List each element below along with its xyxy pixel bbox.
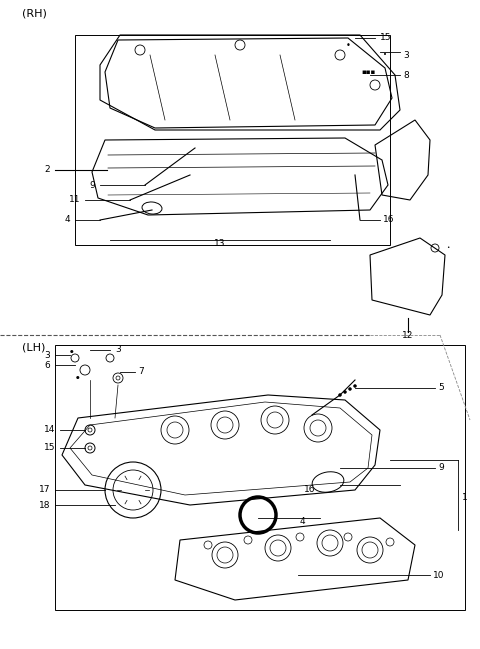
Text: 8: 8 [403, 71, 409, 79]
Text: •: • [446, 245, 450, 251]
Circle shape [353, 384, 357, 387]
Text: (RH): (RH) [22, 8, 47, 18]
Text: 14: 14 [44, 426, 55, 434]
Text: (LH): (LH) [22, 342, 46, 352]
Text: •: • [383, 52, 387, 58]
Text: 6: 6 [44, 360, 50, 369]
Text: ●: ● [70, 350, 74, 354]
Text: 4: 4 [300, 517, 305, 526]
Text: 13: 13 [214, 238, 226, 247]
Text: 17: 17 [38, 485, 50, 495]
Text: 12: 12 [402, 332, 414, 341]
Text: •: • [346, 42, 350, 51]
Text: 9: 9 [438, 463, 444, 472]
Text: 4: 4 [64, 215, 70, 225]
Text: 3: 3 [403, 51, 409, 60]
Text: 10: 10 [433, 570, 444, 580]
Text: ●: ● [76, 376, 80, 380]
Text: 11: 11 [69, 195, 80, 204]
Text: 5: 5 [438, 384, 444, 393]
Text: 15: 15 [380, 34, 392, 42]
Text: 9: 9 [89, 180, 95, 190]
Text: 16: 16 [383, 215, 395, 225]
Text: ▪▪▪: ▪▪▪ [361, 69, 375, 75]
Text: 16: 16 [303, 485, 315, 495]
Circle shape [338, 393, 341, 397]
Text: 3: 3 [44, 350, 50, 360]
Text: 3: 3 [115, 345, 121, 354]
Circle shape [348, 387, 351, 391]
Text: 1: 1 [462, 493, 468, 502]
Text: 15: 15 [44, 443, 55, 452]
Text: 7: 7 [138, 367, 144, 376]
Text: 18: 18 [38, 500, 50, 509]
Text: 2: 2 [44, 165, 50, 175]
Circle shape [344, 391, 347, 393]
